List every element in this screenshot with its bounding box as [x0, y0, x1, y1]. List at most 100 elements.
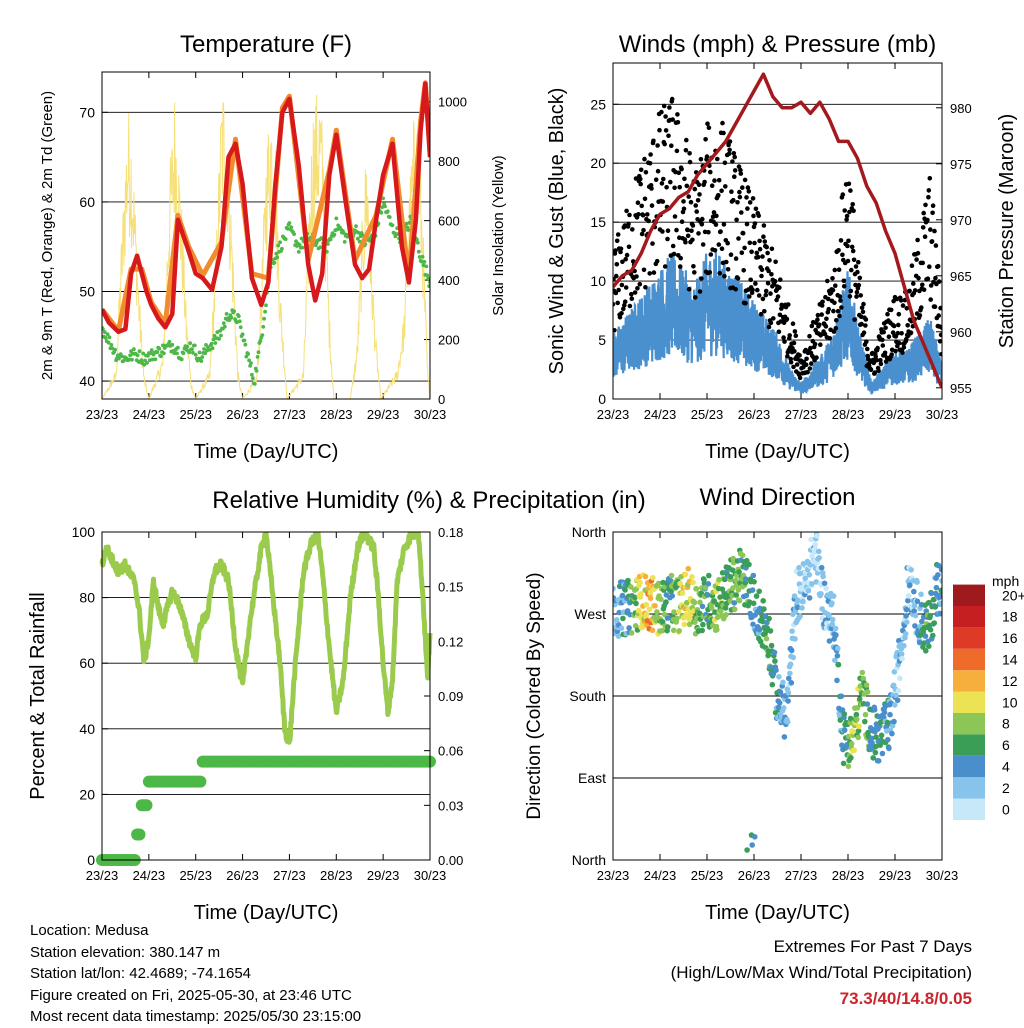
- gust-point: [885, 311, 890, 317]
- direction-point: [919, 618, 925, 625]
- gust-point: [837, 294, 843, 299]
- gust-point: [859, 321, 864, 327]
- dewpoint-point: [150, 357, 155, 362]
- direction-point: [802, 575, 808, 582]
- gust-point: [618, 246, 624, 252]
- dewpoint-point: [251, 376, 255, 381]
- gust-point: [815, 317, 820, 323]
- gust-point: [750, 287, 755, 293]
- gust-point: [703, 137, 708, 142]
- direction-point: [647, 595, 654, 602]
- dewpoint-point: [247, 358, 252, 363]
- x-tick-label: 25/23: [691, 868, 724, 883]
- gust-point: [716, 193, 721, 198]
- gust-point: [841, 284, 847, 289]
- chart-title: Relative Humidity (%) & Precipitation (i…: [212, 487, 645, 514]
- gust-point: [908, 330, 914, 336]
- direction-point: [926, 643, 932, 649]
- gust-point: [638, 167, 644, 173]
- gust-point: [696, 182, 702, 187]
- direction-point: [887, 711, 893, 718]
- direction-point: [855, 734, 861, 741]
- gust-point: [615, 232, 621, 237]
- dewpoint-point: [296, 250, 301, 254]
- gust-point: [623, 285, 629, 290]
- gust-point: [759, 267, 765, 273]
- gust-point: [660, 229, 665, 234]
- gust-point: [621, 306, 626, 312]
- direction-point: [731, 600, 738, 606]
- direction-point: [785, 698, 791, 704]
- dewpoint-point: [113, 347, 117, 352]
- gust-point: [721, 222, 727, 227]
- direction-point: [841, 727, 848, 733]
- gust-point: [670, 117, 675, 122]
- gust-point: [716, 242, 722, 247]
- x-tick-label: 23/23: [86, 868, 119, 883]
- gust-point: [733, 286, 738, 292]
- direction-point: [848, 741, 855, 747]
- gust-point: [745, 206, 750, 211]
- gust-point: [661, 176, 666, 182]
- gust-point: [776, 329, 782, 335]
- dewpoint-point: [135, 353, 140, 358]
- gust-point: [923, 202, 928, 208]
- direction-point: [771, 649, 778, 656]
- direction-point: [850, 728, 857, 735]
- gust-point: [844, 213, 850, 219]
- direction-point: [856, 723, 862, 730]
- gust-point: [708, 169, 713, 175]
- gust-point: [669, 96, 675, 102]
- dewpoint-point: [190, 347, 194, 351]
- direction-point: [697, 599, 703, 606]
- gust-point: [861, 330, 867, 336]
- gust-point: [849, 244, 855, 250]
- extremes-subtitle: (High/Low/Max Wind/Total Precipitation): [670, 963, 972, 982]
- dewpoint-point: [318, 245, 323, 250]
- dewpoint-point: [420, 254, 425, 259]
- temperature-panel: Temperature (F) Time (Day/UTC) 2m & 9m T (…: [39, 31, 507, 463]
- y-tick-label: North: [572, 524, 606, 540]
- gust-point: [735, 200, 740, 205]
- gust-point: [614, 238, 620, 244]
- dewpoint-point: [141, 351, 146, 356]
- gust-point: [880, 343, 886, 348]
- gust-point: [809, 323, 815, 329]
- dewpoint-point: [417, 255, 422, 259]
- legend-swatch: [953, 584, 985, 606]
- direction-point: [699, 603, 706, 610]
- direction-point: [746, 561, 752, 568]
- x-tick-label: 23/23: [86, 407, 119, 422]
- dewpoint-point: [145, 361, 149, 365]
- direction-point: [679, 590, 686, 596]
- y2-axis-label: Station Pressure (Maroon): [996, 114, 1018, 349]
- direction-point: [743, 592, 750, 599]
- direction-point: [628, 630, 635, 636]
- gust-point: [750, 196, 756, 201]
- gust-point: [684, 137, 689, 143]
- dewpoint-point: [342, 240, 347, 244]
- direction-point: [911, 602, 918, 609]
- legend-label: 16: [1002, 630, 1018, 646]
- direction-point: [696, 610, 703, 617]
- direction-point: [927, 627, 934, 633]
- legend-label: 6: [1002, 737, 1010, 753]
- direction-point: [891, 718, 897, 725]
- direction-point: [649, 627, 656, 634]
- winds-pressure-panel: Winds (mph) & Pressure (mb) Time (Day/UTC…: [546, 31, 1018, 463]
- dewpoint-point: [422, 260, 427, 264]
- gust-point: [615, 300, 620, 306]
- direction-point: [658, 596, 664, 603]
- gust-point: [726, 142, 731, 148]
- gust-point: [627, 303, 633, 309]
- x-tick-label: 27/23: [785, 868, 818, 883]
- gust-point: [713, 222, 719, 227]
- gust-point: [642, 156, 647, 162]
- legend-label: 4: [1002, 759, 1010, 775]
- direction-point: [751, 579, 757, 585]
- gust-point: [707, 270, 713, 275]
- gust-point: [693, 295, 698, 300]
- gust-point: [815, 312, 821, 318]
- wind-direction-panel: Wind Direction Time (Day/UTC) Direction (C…: [524, 484, 958, 924]
- gust-point: [623, 256, 628, 262]
